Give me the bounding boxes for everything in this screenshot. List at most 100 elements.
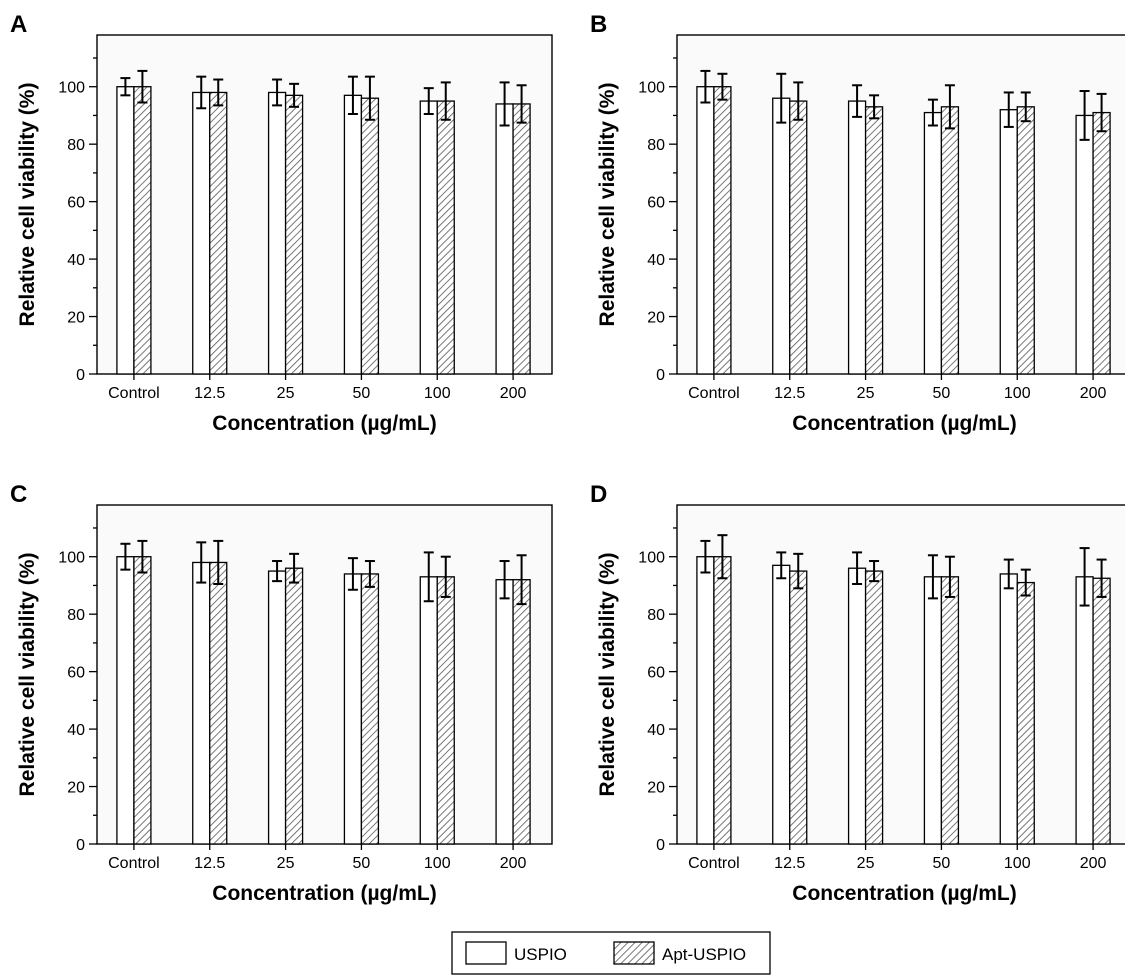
bar-uspio: [999, 573, 1018, 845]
y-tick-label: 20: [647, 780, 665, 797]
bar-apt-uspio: [713, 556, 732, 845]
legend-label-uspio: USPIO: [514, 945, 567, 964]
chart-panel-a: A 0 20 40 60 80 100 Relative cell viability (%)…: [10, 11, 553, 435]
plot-frame: [96, 34, 553, 375]
bar-apt-uspio: [512, 103, 531, 375]
x-tick-label: 25: [277, 385, 295, 402]
legend: USPIO Apt-USPIO: [451, 931, 771, 975]
bar-uspio: [192, 91, 211, 375]
bar-uspio: [495, 103, 514, 375]
y-axis-title: Relative cell viability (%): [596, 553, 619, 797]
bar-apt-uspio: [1092, 577, 1111, 845]
y-tick-label: 80: [647, 137, 665, 154]
bar-uspio: [696, 86, 715, 375]
bar-uspio: [923, 111, 943, 375]
legend-swatch-uspio: [465, 941, 507, 965]
x-tick-label: 12.5: [774, 855, 805, 872]
x-tick-label: 200: [500, 855, 527, 872]
y-axis-title: Relative cell viability (%): [596, 83, 619, 327]
bar-apt-uspio: [713, 86, 732, 375]
x-tick-label: 12.5: [194, 385, 225, 402]
bar-apt-uspio: [789, 570, 808, 845]
bar-uspio: [923, 576, 943, 845]
bar-uspio: [192, 561, 211, 845]
x-tick-label: Control: [688, 855, 740, 872]
y-tick-label: 0: [76, 367, 85, 384]
bar-apt-uspio: [360, 573, 380, 845]
bar-uspio: [343, 573, 363, 845]
y-tick-label: 100: [58, 80, 85, 97]
x-axis-title: Concentration (µg/mL): [792, 412, 1016, 435]
y-tick-label: 20: [67, 310, 85, 327]
x-tick-label: Control: [688, 385, 740, 402]
y-tick-label: 100: [638, 80, 665, 97]
y-tick-label: 100: [58, 550, 85, 567]
y-tick-label: 100: [638, 550, 665, 567]
y-tick-label: 0: [76, 837, 85, 854]
panel-letter: C: [10, 481, 27, 508]
bar-apt-uspio: [436, 576, 455, 845]
bar-uspio: [1075, 576, 1094, 845]
x-tick-label: 100: [1004, 855, 1031, 872]
x-tick-label: 25: [857, 385, 875, 402]
x-tick-label: 25: [857, 855, 875, 872]
bar-apt-uspio: [940, 576, 960, 845]
bar-apt-uspio: [209, 561, 228, 845]
x-tick-label: 12.5: [194, 855, 225, 872]
x-axis-title: Concentration (µg/mL): [792, 882, 1016, 905]
bar-apt-uspio: [284, 567, 304, 845]
chart-panel-d: D 0 20 40 60 80 100 Relative cell viability (%)…: [590, 481, 1125, 905]
x-tick-label: 200: [1080, 855, 1107, 872]
y-axis-title: Relative cell viability (%): [16, 83, 39, 327]
y-tick-label: 80: [67, 607, 85, 624]
x-axis-title: Concentration (µg/mL): [212, 882, 436, 905]
panel-letter: B: [590, 11, 607, 38]
chart-panel-b: B 0 20 40 60 80 100 Relative cell viability (%)…: [590, 11, 1125, 435]
y-tick-label: 20: [647, 310, 665, 327]
x-tick-label: 200: [500, 385, 527, 402]
plot-frame: [676, 504, 1125, 845]
bar-uspio: [419, 576, 438, 845]
y-tick-label: 60: [67, 195, 85, 212]
bar-uspio: [116, 556, 135, 845]
bar-apt-uspio: [864, 570, 884, 845]
bar-apt-uspio: [284, 94, 304, 375]
bar-apt-uspio: [436, 100, 455, 375]
plot-frame: [96, 504, 553, 845]
panel-letter: D: [590, 481, 607, 508]
bar-uspio: [267, 570, 287, 845]
bar-uspio: [999, 109, 1018, 375]
x-tick-label: 50: [353, 385, 371, 402]
y-tick-label: 80: [647, 607, 665, 624]
legend-label-apt-uspio: Apt-USPIO: [662, 945, 746, 964]
bar-uspio: [116, 86, 135, 375]
x-axis-title: Concentration (µg/mL): [212, 412, 436, 435]
bar-uspio: [696, 556, 715, 845]
bar-apt-uspio: [360, 97, 380, 375]
bar-apt-uspio: [940, 106, 960, 375]
x-tick-label: 100: [424, 855, 451, 872]
bar-uspio: [772, 97, 791, 375]
plot-frame: [676, 34, 1125, 375]
x-tick-label: 200: [1080, 385, 1107, 402]
bar-apt-uspio: [864, 106, 884, 375]
x-tick-label: 50: [933, 385, 951, 402]
chart-panel-c: C 0 20 40 60 80 100 Relative cell viability (%)…: [10, 481, 553, 905]
bar-uspio: [772, 564, 791, 845]
x-tick-label: 12.5: [774, 385, 805, 402]
bar-uspio: [847, 100, 867, 375]
y-tick-label: 60: [647, 665, 665, 682]
bar-uspio: [1075, 114, 1094, 375]
bar-uspio: [267, 91, 287, 375]
y-tick-label: 80: [67, 137, 85, 154]
bar-apt-uspio: [512, 579, 531, 845]
x-tick-label: Control: [108, 855, 160, 872]
x-tick-label: 50: [933, 855, 951, 872]
bar-apt-uspio: [1016, 106, 1035, 375]
y-tick-label: 60: [647, 195, 665, 212]
bar-apt-uspio: [133, 86, 152, 375]
bar-uspio: [847, 567, 867, 845]
y-axis-title: Relative cell viability (%): [16, 553, 39, 797]
x-tick-label: 25: [277, 855, 295, 872]
panel-letter: A: [10, 11, 27, 38]
